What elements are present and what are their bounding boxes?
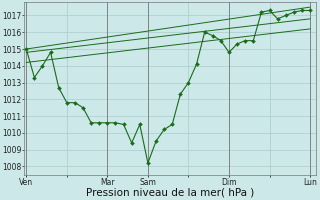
X-axis label: Pression niveau de la mer( hPa ): Pression niveau de la mer( hPa )	[86, 188, 254, 198]
